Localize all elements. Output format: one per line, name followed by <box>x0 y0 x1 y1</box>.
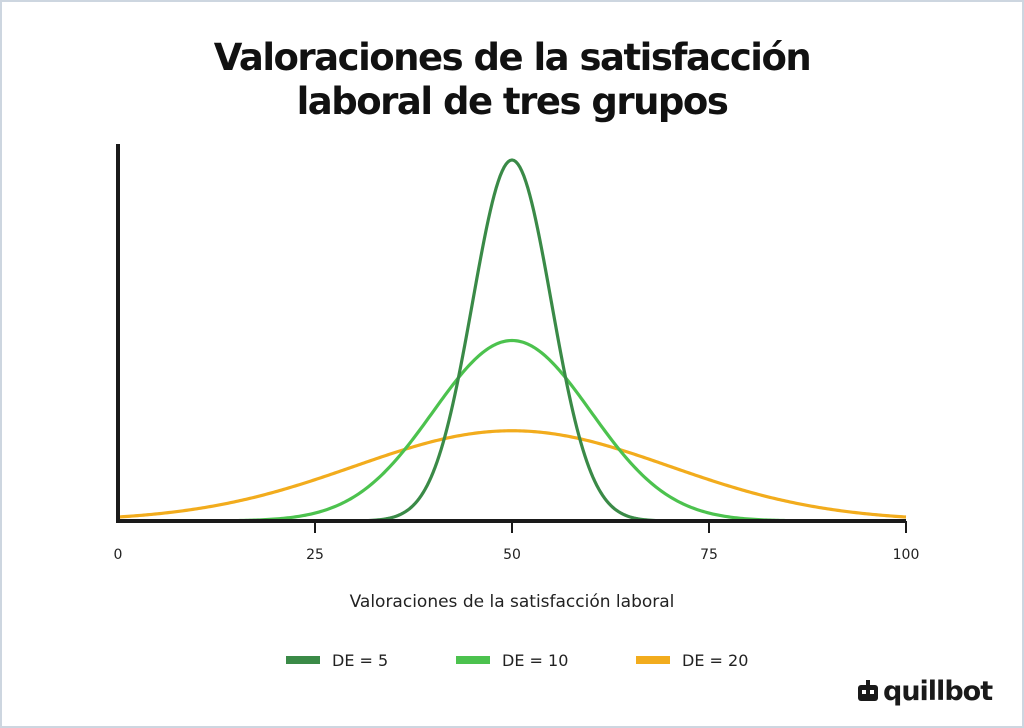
x-tick-label-25: 25 <box>306 547 324 563</box>
x-tick-label-50: 50 <box>503 547 521 563</box>
legend-item-de-20: DE = 20 <box>636 648 748 672</box>
quillbot-robot-icon <box>858 680 878 701</box>
legend-label-de-5: DE = 5 <box>332 650 389 670</box>
x-tick-label-0: 0 <box>114 547 123 563</box>
chart-axes <box>116 144 906 523</box>
chart-title-line-1: Valoraciones de la satisfacción <box>213 36 812 79</box>
chart-title: Valoraciones de la satisfacción laboral … <box>0 36 1024 124</box>
x-tick-label-75: 75 <box>700 547 718 563</box>
legend: DE = 5 DE = 10 DE = 20 <box>0 648 1024 672</box>
legend-item-de-5: DE = 5 <box>286 648 388 672</box>
legend-label-de-10: DE = 10 <box>502 650 569 670</box>
chart-curves <box>117 158 907 523</box>
series-line-de-20 <box>117 429 907 519</box>
legend-item-de-10: DE = 10 <box>456 648 568 672</box>
chart-title-line-2: laboral de tres grupos <box>296 80 729 123</box>
chart-x-ticks: 0 25 50 75 100 <box>114 521 920 563</box>
x-axis-label: Valoraciones de la satisfacción laboral <box>349 592 675 612</box>
quillbot-logo: quillbot <box>857 674 993 708</box>
legend-swatch-de-10 <box>456 656 490 664</box>
legend-label-de-20: DE = 20 <box>682 650 749 670</box>
x-tick-label-100: 100 <box>893 547 920 563</box>
quillbot-logo-text: quillbot <box>883 675 993 707</box>
legend-swatch-de-5 <box>286 656 320 664</box>
legend-swatch-de-20 <box>636 656 670 664</box>
